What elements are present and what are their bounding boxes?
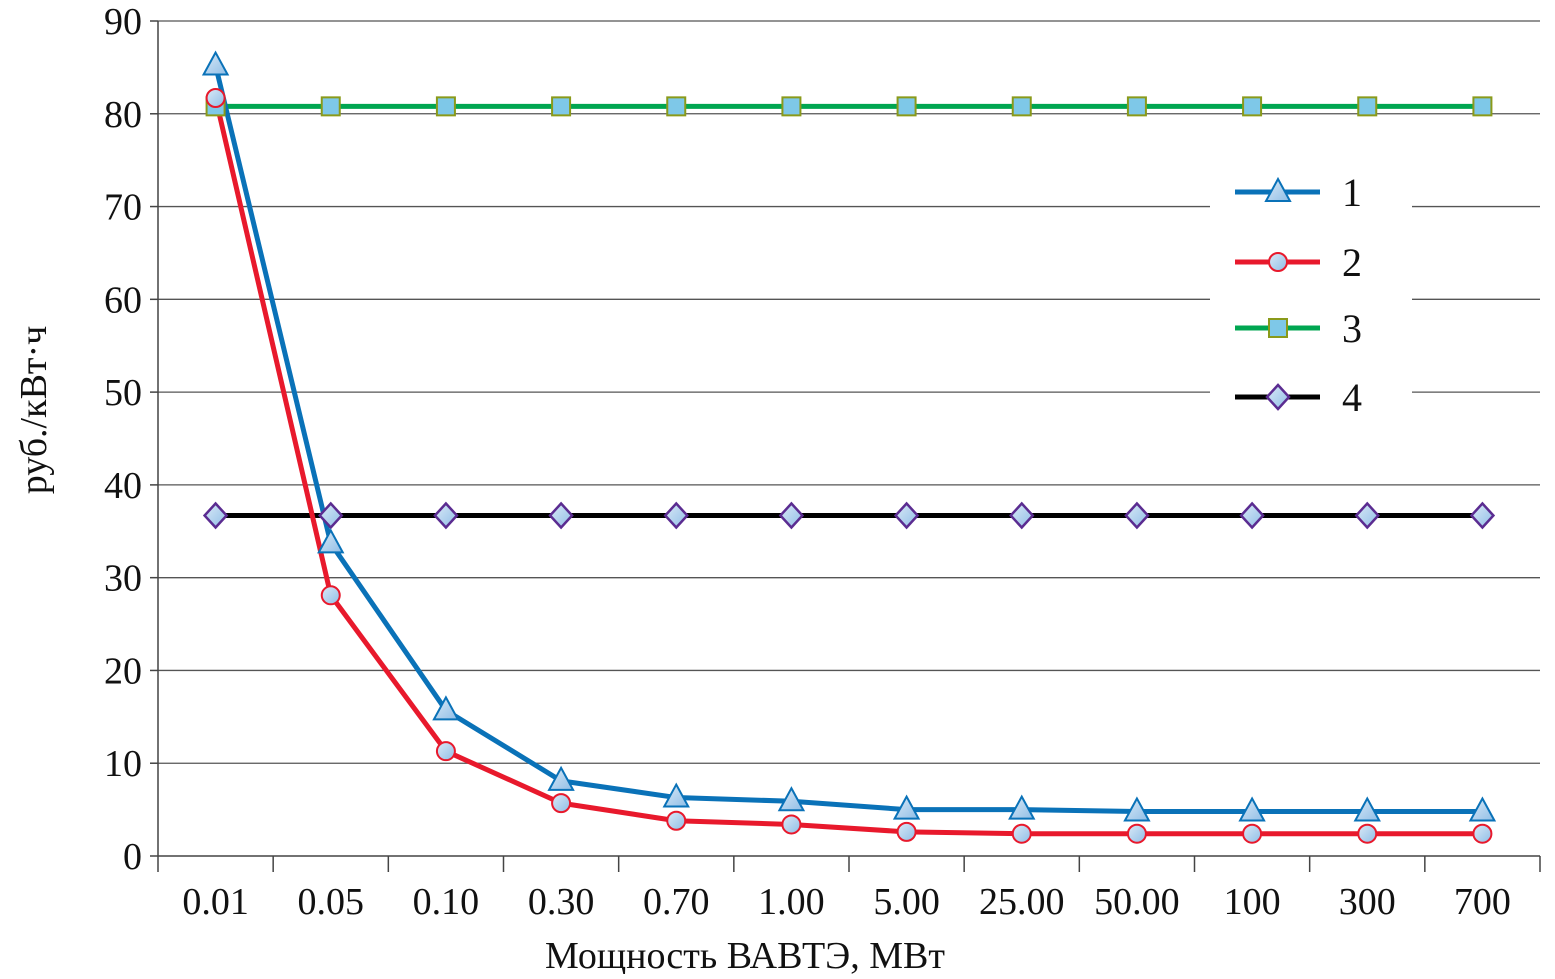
data-point-diamond [1469, 501, 1496, 530]
legend-background [1210, 150, 1412, 430]
data-point-circle [435, 741, 456, 762]
y-tick-label: 20 [104, 650, 142, 692]
data-point-diamond [1124, 501, 1150, 530]
y-axis-label: руб./кВт·ч [13, 326, 55, 495]
data-point-triangle [1468, 796, 1497, 822]
data-point-square [1357, 96, 1378, 117]
data-point-triangle [1238, 796, 1266, 822]
x-tick-label: 0.05 [298, 881, 365, 923]
legend-label: 1 [1342, 170, 1362, 215]
data-point-triangle [1353, 796, 1381, 822]
x-tick-label: 0.01 [182, 881, 249, 923]
x-tick-label: 5.00 [873, 881, 940, 923]
data-point-square [666, 96, 687, 117]
data-point-square [1126, 96, 1147, 117]
data-point-triangle [432, 695, 460, 721]
data-point-triangle [662, 782, 690, 808]
data-point-diamond [433, 501, 459, 530]
data-point-triangle [892, 794, 921, 820]
legend-label: 4 [1342, 375, 1362, 420]
data-point-circle [320, 585, 341, 606]
x-tick-label: 0.30 [528, 881, 595, 923]
data-point-diamond [663, 501, 689, 530]
data-point-circle [1268, 252, 1288, 272]
x-tick-label: 0.70 [643, 881, 710, 923]
data-point-circle [205, 88, 226, 109]
legend-label: 3 [1342, 306, 1362, 351]
data-point-square [1242, 96, 1263, 117]
data-point-triangle [1008, 794, 1036, 820]
data-point-diamond [1265, 383, 1291, 411]
data-point-diamond [893, 501, 920, 530]
data-point-circle [551, 793, 572, 814]
x-tick-label: 1.00 [758, 881, 825, 923]
data-point-triangle [317, 528, 345, 554]
data-point-triangle [777, 786, 806, 812]
x-tick-label: 700 [1454, 881, 1511, 923]
data-point-circle [781, 814, 802, 835]
y-tick-label: 0 [123, 836, 142, 878]
data-point-triangle [1123, 796, 1151, 822]
data-point-circle [896, 821, 917, 842]
y-tick-label: 40 [104, 465, 142, 507]
data-point-square [896, 96, 917, 117]
data-point-circle [1357, 823, 1378, 844]
data-point-triangle [1264, 176, 1292, 202]
data-point-triangle [547, 765, 575, 791]
x-tick-label: 25.00 [979, 881, 1065, 923]
data-point-circle [1126, 823, 1147, 844]
data-point-triangle [201, 50, 230, 76]
data-point-circle [1011, 823, 1032, 844]
series-line-2 [213, 97, 1483, 837]
data-point-diamond [1354, 501, 1380, 530]
y-tick-label: 50 [104, 372, 142, 414]
data-point-circle [1242, 823, 1263, 844]
data-point-diamond [1009, 501, 1035, 530]
data-point-diamond [318, 501, 344, 530]
y-tick-label: 80 [104, 94, 142, 136]
x-axis-label: Мощность ВАВТЭ, МВт [545, 935, 945, 974]
y-tick-label: 60 [104, 279, 142, 321]
data-point-square [1011, 96, 1032, 117]
data-point-square [1472, 96, 1493, 117]
y-tick-label: 70 [104, 187, 142, 229]
y-tick-label: 10 [104, 743, 142, 785]
legend-label: 2 [1342, 240, 1362, 285]
data-point-square [781, 96, 802, 117]
data-point-circle [1472, 823, 1493, 844]
x-tick-label: 0.10 [413, 881, 480, 923]
data-point-square [320, 96, 341, 117]
data-point-diamond [778, 501, 805, 530]
x-tick-label: 50.00 [1094, 881, 1180, 923]
x-tick-label: 300 [1339, 881, 1396, 923]
data-point-circle [666, 810, 687, 831]
data-point-square [1268, 318, 1288, 338]
data-point-square [551, 96, 572, 117]
data-point-diamond [1239, 501, 1265, 530]
x-tick-label: 100 [1224, 881, 1281, 923]
series-line-1 [213, 64, 1483, 814]
data-point-square [435, 96, 456, 117]
y-tick-label: 30 [104, 558, 142, 600]
data-point-diamond [202, 501, 229, 530]
data-point-diamond [548, 501, 574, 530]
y-tick-label: 90 [104, 1, 142, 43]
